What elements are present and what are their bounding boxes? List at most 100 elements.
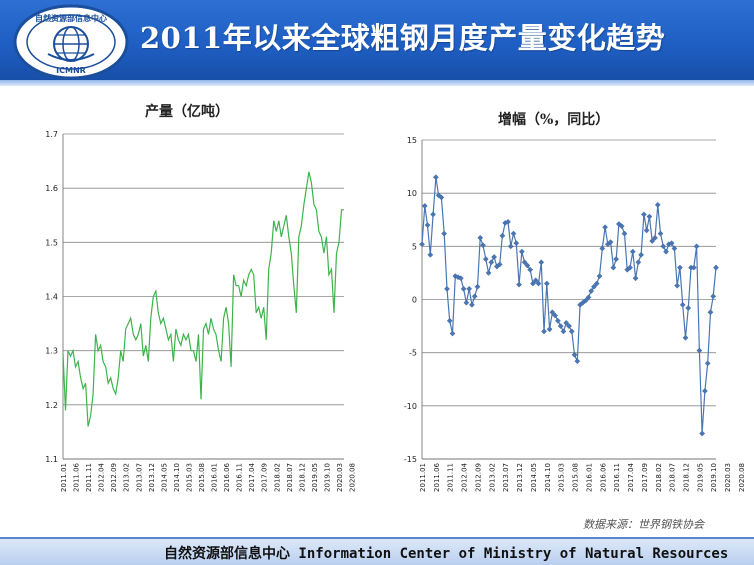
production-xtick-label: 2011.06 bbox=[73, 462, 81, 491]
growth-data-point bbox=[521, 259, 528, 266]
growth-data-point bbox=[643, 227, 650, 234]
production-xtick-label: 2016.11 bbox=[236, 463, 244, 492]
production-xtick-label: 2014.05 bbox=[160, 463, 168, 492]
growth-data-point bbox=[457, 275, 464, 282]
growth-xtick-label: 2018.07 bbox=[669, 463, 677, 492]
growth-data-point bbox=[563, 320, 570, 326]
growth-data-point bbox=[668, 240, 675, 247]
growth-xtick-label: 2016.06 bbox=[599, 462, 607, 491]
production-xtick-label: 2019.05 bbox=[311, 463, 319, 492]
growth-xtick-label: 2013.12 bbox=[516, 463, 524, 492]
growth-data-point bbox=[607, 239, 614, 245]
growth-data-point bbox=[679, 301, 686, 308]
growth-data-point bbox=[696, 347, 703, 354]
production-xtick-label: 2013.02 bbox=[123, 463, 131, 492]
growth-data-point bbox=[596, 273, 603, 279]
growth-xtick-label: 2015.08 bbox=[572, 463, 580, 492]
growth-xtick-label: 2017.09 bbox=[641, 463, 649, 492]
growth-data-point bbox=[527, 266, 534, 273]
growth-data-point bbox=[649, 238, 656, 244]
growth-data-point bbox=[616, 221, 622, 227]
growth-ytick-label: -5 bbox=[409, 349, 417, 358]
growth-data-point bbox=[685, 305, 692, 311]
growth-xtick-label: 2019.10 bbox=[710, 463, 718, 492]
production-xtick-label: 2019.10 bbox=[323, 463, 331, 492]
growth-xtick-label: 2020.03 bbox=[724, 463, 732, 492]
production-xtick-label: 2011.01 bbox=[60, 463, 68, 492]
growth-data-point bbox=[491, 254, 497, 260]
growth-data-point bbox=[610, 264, 617, 271]
growth-data-point bbox=[543, 280, 550, 287]
growth-ytick-label: 15 bbox=[407, 136, 417, 145]
growth-data-point bbox=[496, 261, 503, 268]
growth-data-point bbox=[535, 280, 542, 287]
growth-ytick-label: 5 bbox=[412, 242, 417, 251]
growth-data-point bbox=[699, 430, 706, 437]
growth-data-point bbox=[568, 328, 575, 335]
growth-data-point bbox=[455, 274, 461, 281]
production-xtick-label: 2016.06 bbox=[223, 462, 231, 491]
growth-data-point bbox=[477, 234, 484, 241]
production-xtick-label: 2016.01 bbox=[211, 463, 219, 492]
production-xtick-label: 2020.08 bbox=[349, 463, 357, 492]
production-xtick-label: 2018.07 bbox=[286, 463, 294, 492]
growth-data-point bbox=[444, 285, 450, 292]
growth-data-point bbox=[602, 224, 608, 231]
growth-data-point bbox=[629, 248, 636, 255]
growth-ytick-label: 0 bbox=[412, 296, 417, 305]
growth-data-point bbox=[460, 285, 467, 292]
growth-data-point bbox=[510, 230, 517, 237]
growth-data-point bbox=[702, 388, 708, 394]
growth-data-point bbox=[646, 213, 653, 220]
growth-data-point bbox=[469, 301, 475, 308]
production-ytick-label: 1.4 bbox=[45, 293, 58, 302]
growth-xtick-label: 2018.12 bbox=[682, 463, 690, 492]
growth-data-point bbox=[516, 281, 522, 288]
production-xtick-label: 2015.08 bbox=[198, 463, 206, 492]
growth-data-point bbox=[591, 283, 597, 290]
growth-ytick-label: -15 bbox=[404, 455, 417, 464]
growth-data-point bbox=[585, 294, 592, 301]
growth-data-point bbox=[704, 360, 711, 367]
growth-data-point bbox=[632, 275, 639, 282]
logo-top-text: 自然资源部信息中心 bbox=[35, 13, 107, 23]
growth-ytick-label: 10 bbox=[407, 189, 417, 198]
growth-data-point bbox=[441, 230, 448, 237]
growth-data-point bbox=[690, 264, 697, 271]
growth-data-point bbox=[546, 326, 553, 333]
growth-xtick-label: 2011.06 bbox=[433, 462, 441, 491]
production-xtick-label: 2012.09 bbox=[110, 463, 118, 492]
production-ytick-label: 1.6 bbox=[45, 184, 58, 193]
production-xtick-label: 2017.04 bbox=[248, 462, 256, 491]
production-xtick-label: 2011.11 bbox=[85, 463, 93, 492]
growth-data-point bbox=[574, 358, 581, 365]
growth-xtick-label: 2012.09 bbox=[474, 463, 482, 492]
growth-data-point bbox=[474, 283, 481, 290]
growth-data-point bbox=[435, 192, 442, 199]
growth-data-point bbox=[682, 334, 689, 341]
growth-data-point bbox=[641, 211, 647, 218]
growth-xtick-label: 2015.03 bbox=[558, 463, 566, 492]
growth-data-point bbox=[466, 285, 473, 292]
growth-data-point bbox=[485, 270, 492, 276]
growth-xtick-label: 2011.11 bbox=[447, 463, 455, 492]
growth-data-point bbox=[524, 262, 531, 269]
growth-data-point bbox=[707, 309, 714, 316]
growth-data-point bbox=[713, 264, 719, 271]
growth-ytick-label: -10 bbox=[404, 402, 417, 411]
growth-xtick-label: 2014.10 bbox=[544, 463, 552, 492]
production-xtick-label: 2014.10 bbox=[173, 463, 181, 492]
growth-data-point bbox=[677, 264, 683, 271]
growth-data-point bbox=[566, 323, 572, 329]
growth-data-point bbox=[618, 223, 625, 230]
growth-data-point bbox=[552, 312, 559, 319]
growth-data-point bbox=[480, 242, 486, 249]
production-xtick-label: 2018.02 bbox=[273, 463, 281, 492]
growth-xtick-label: 2020.08 bbox=[738, 463, 746, 492]
growth-data-point bbox=[663, 248, 669, 255]
production-ytick-label: 1.7 bbox=[45, 130, 58, 139]
growth-data-point bbox=[557, 323, 564, 329]
growth-data-point bbox=[652, 234, 658, 241]
growth-data-point bbox=[438, 194, 445, 201]
growth-data-point bbox=[446, 317, 453, 324]
